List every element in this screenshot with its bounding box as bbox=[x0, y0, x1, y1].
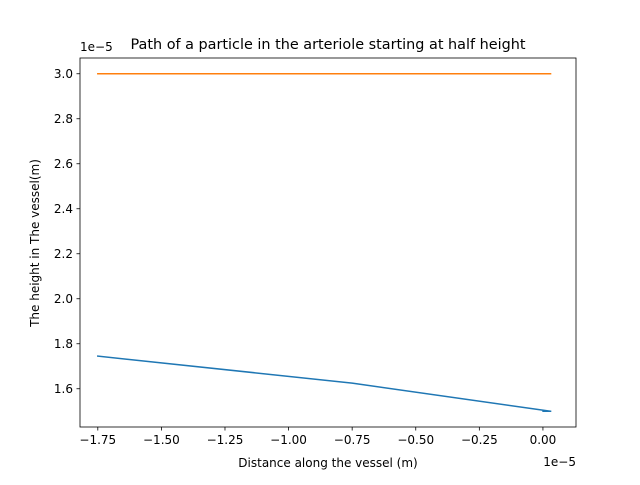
series-line-1 bbox=[96, 355, 552, 412]
x-offset-text: 1e−5 bbox=[543, 455, 576, 469]
y-tick-label: 3.0 bbox=[54, 67, 73, 81]
x-tick-label: −1.75 bbox=[79, 433, 116, 447]
x-tick-label: −0.75 bbox=[334, 433, 371, 447]
y-axis-label: The height in The vessel(m) bbox=[28, 159, 42, 328]
y-tick-label: 1.8 bbox=[54, 337, 73, 351]
y-offset-text: 1e−5 bbox=[80, 40, 113, 54]
axes-layer: −1.75 −1.50 −1.25 −1.00 −0.75 −0.50 −0.25 0.00 1… bbox=[54, 57, 577, 447]
axes-frame bbox=[79, 57, 577, 428]
x-axis-label: Distance along the vessel (m) bbox=[238, 456, 417, 470]
y-tick-label: 2.0 bbox=[54, 292, 73, 306]
x-tick-label: −1.25 bbox=[207, 433, 244, 447]
x-tick-label: −1.00 bbox=[270, 433, 307, 447]
y-tick-label: 2.2 bbox=[54, 247, 73, 261]
y-tick-label: 1.6 bbox=[54, 382, 73, 396]
chart-title: Path of a particle in the arteriole star… bbox=[131, 37, 526, 53]
y-tick-label: 2.8 bbox=[54, 112, 73, 126]
x-tick-label: −1.50 bbox=[143, 433, 180, 447]
x-tick-label: 0.00 bbox=[530, 433, 557, 447]
y-tick-label: 2.4 bbox=[54, 202, 73, 216]
y-tick-label: 2.6 bbox=[54, 157, 73, 171]
plot-layer bbox=[96, 73, 552, 412]
x-tick-label: −0.50 bbox=[397, 433, 434, 447]
x-tick-label: −0.25 bbox=[461, 433, 498, 447]
